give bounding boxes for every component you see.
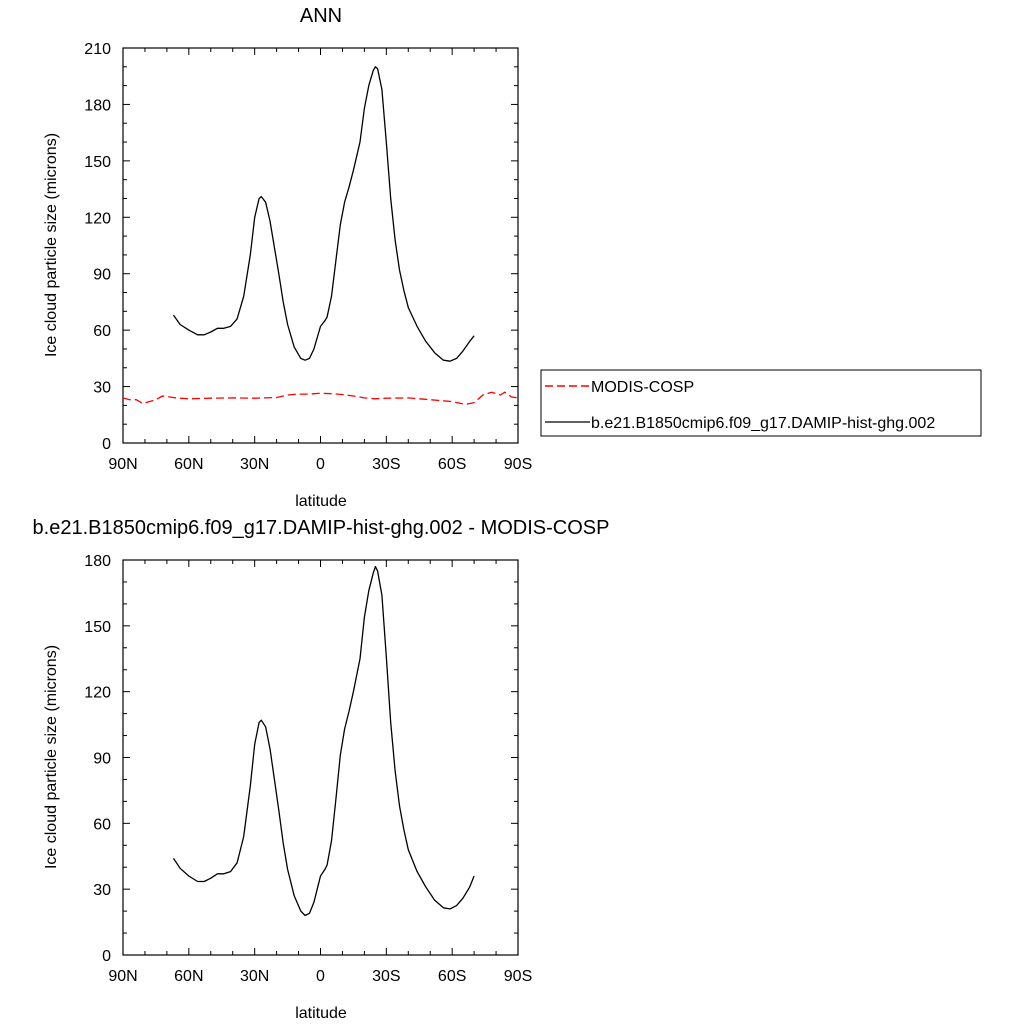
- y-axis-label: Ice cloud particle size (microns): [43, 133, 60, 357]
- x-tick-label: 0: [316, 456, 325, 473]
- x-tick-label: 60S: [438, 968, 466, 985]
- x-axis-label: latitude: [295, 493, 347, 510]
- top-panel: ANN 90N 60N 30N 0 30S 60S 90S 0 30 60 90 120 150 180 2…: [43, 5, 532, 510]
- y-tick-label: 60: [93, 816, 111, 833]
- y-tick-label: 60: [93, 323, 111, 340]
- model-line: [172, 565, 475, 917]
- x-tick-label: 60S: [438, 456, 466, 473]
- plot-frame: [122, 47, 519, 444]
- x-tick-label: 30N: [240, 968, 269, 985]
- plot-frame: [122, 559, 519, 956]
- x-axis-label: latitude: [295, 1005, 347, 1022]
- x-tick-label: 60N: [174, 456, 203, 473]
- chart-title: ANN: [300, 5, 342, 27]
- x-tick-label: 60N: [174, 968, 203, 985]
- plot-series: [122, 66, 519, 406]
- y-tick-label: 120: [84, 210, 111, 227]
- y-tick-label: 120: [84, 685, 111, 702]
- axis-ticks: 90N 60N 30N 0 30S 60S 90S 0 30 60 90 120 150 180: [84, 553, 532, 985]
- y-tick-label: 0: [102, 948, 111, 965]
- bottom-panel: b.e21.B1850cmip6.f09_g17.DAMIP-hist-ghg.…: [33, 517, 610, 1022]
- axis-ticks: 90N 60N 30N 0 30S 60S 90S 0 30 60 90 120 150 180 210: [84, 41, 532, 473]
- legend-label-model: b.e21.B1850cmip6.f09_g17.DAMIP-hist-ghg.…: [591, 415, 935, 432]
- y-tick-label: 30: [93, 380, 111, 397]
- y-tick-label: 0: [102, 436, 111, 453]
- model-line: [172, 66, 475, 362]
- x-tick-label: 30S: [372, 456, 400, 473]
- x-tick-label: 90S: [504, 456, 532, 473]
- x-tick-label: 90N: [108, 968, 137, 985]
- y-tick-label: 180: [84, 553, 111, 570]
- x-tick-label: 90S: [504, 968, 532, 985]
- chart-title: b.e21.B1850cmip6.f09_g17.DAMIP-hist-ghg.…: [33, 517, 610, 539]
- plot-series: [172, 565, 475, 917]
- y-tick-label: 180: [84, 97, 111, 114]
- legend-label-modis: MODIS-COSP: [591, 379, 694, 396]
- legend-box: [540, 369, 982, 437]
- y-tick-label: 90: [93, 267, 111, 284]
- x-tick-label: 30S: [372, 968, 400, 985]
- y-tick-label: 30: [93, 882, 111, 899]
- legend: MODIS-COSP b.e21.B1850cmip6.f09_g17.DAMI…: [540, 369, 982, 437]
- y-tick-label: 90: [93, 751, 111, 768]
- x-tick-label: 0: [316, 968, 325, 985]
- modis-cosp-line: [122, 391, 519, 406]
- x-tick-label: 30N: [240, 456, 269, 473]
- y-tick-label: 210: [84, 41, 111, 58]
- y-tick-label: 150: [84, 154, 111, 171]
- y-axis-label: Ice cloud particle size (microns): [43, 645, 60, 869]
- y-tick-label: 150: [84, 619, 111, 636]
- x-tick-label: 90N: [108, 456, 137, 473]
